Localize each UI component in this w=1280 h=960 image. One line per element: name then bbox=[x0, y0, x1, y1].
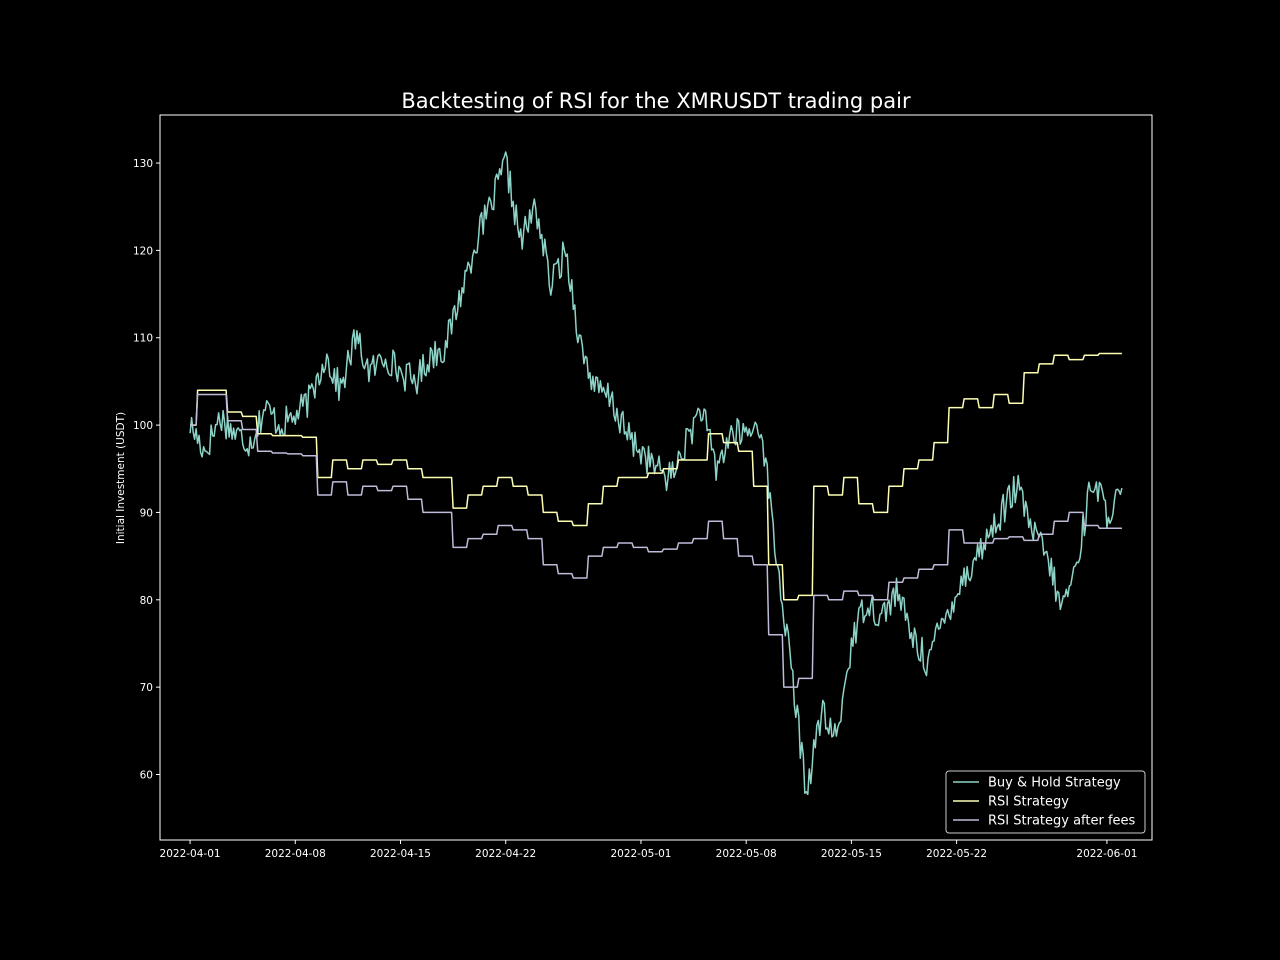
x-tick-label: 2022-05-01 bbox=[610, 848, 671, 860]
y-tick-label: 130 bbox=[133, 158, 153, 170]
legend-box bbox=[945, 770, 1146, 834]
x-tick-label: 2022-04-08 bbox=[265, 848, 326, 860]
plot-frame bbox=[159, 114, 1153, 841]
legend-label-1: Buy & Hold Strategy bbox=[988, 776, 1121, 791]
y-tick-label: 90 bbox=[140, 507, 153, 519]
series-line-2 bbox=[190, 352, 1122, 601]
series-line-3 bbox=[190, 393, 1122, 688]
y-tick-label: 120 bbox=[133, 245, 153, 257]
x-tick-label: 2022-05-15 bbox=[821, 848, 882, 860]
y-tick-label: 100 bbox=[133, 420, 153, 432]
x-tick-label: 2022-06-01 bbox=[1076, 848, 1137, 860]
series-line-1 bbox=[189, 151, 1123, 796]
y-tick-label: 110 bbox=[133, 333, 153, 345]
y-tick-label: 60 bbox=[140, 769, 153, 781]
chart-title: Backtesting of RSI for the XMRUSDT tradi… bbox=[401, 89, 911, 113]
y-axis: 60 70 80 90 100 110 120 130 bbox=[133, 158, 160, 781]
x-tick-label: 2022-04-15 bbox=[370, 848, 431, 860]
series-layer bbox=[189, 151, 1123, 796]
x-tick-label: 2022-05-22 bbox=[926, 848, 987, 860]
legend-label-3: RSI Strategy after fees bbox=[988, 814, 1136, 829]
x-tick-label: 2022-04-22 bbox=[475, 848, 536, 860]
y-tick-label: 80 bbox=[140, 595, 153, 607]
legend: Buy & Hold Strategy RSI Strategy RSI Strat… bbox=[945, 770, 1146, 834]
x-axis: 2022-04-01 2022-04-08 2022-04-15 2022-04-22… bbox=[160, 840, 1137, 860]
legend-label-2: RSI Strategy bbox=[988, 795, 1069, 810]
x-tick-label: 2022-05-08 bbox=[716, 848, 777, 860]
x-tick-label: 2022-04-01 bbox=[160, 848, 221, 860]
y-tick-label: 70 bbox=[140, 682, 153, 694]
y-axis-label: Initial Investment (USDT) bbox=[115, 412, 127, 544]
